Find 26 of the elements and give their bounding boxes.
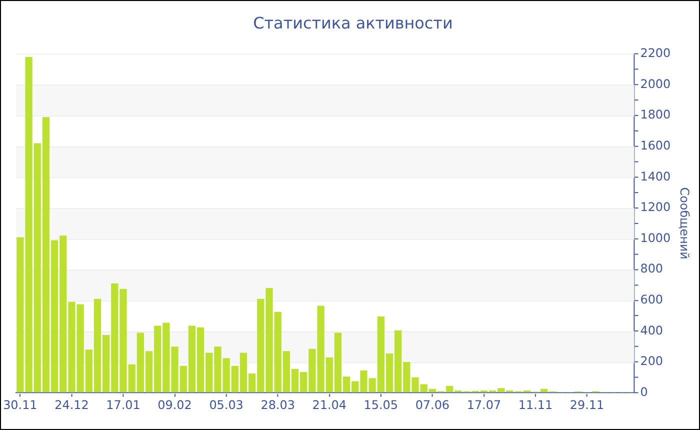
x-tick-label: 17.01	[106, 398, 140, 412]
y2-tick-label: 600	[640, 292, 664, 306]
y2-axis-title: Сообщений	[678, 187, 692, 260]
y2-tick-label: 400	[640, 323, 664, 338]
y2-tick-label: 800	[640, 262, 664, 276]
y2-tick-label: 2200	[640, 46, 671, 60]
x-tick-label: 30.11	[3, 398, 38, 412]
y2-tick-label: 1200	[640, 200, 671, 214]
x-tick-label: 05.03	[209, 398, 244, 412]
x-tick-label: 21.04	[312, 398, 346, 412]
x-tick-label: 09.02	[158, 398, 192, 412]
x-tick-label: 17.07	[466, 398, 502, 412]
x-tick-label: 11.11	[518, 398, 553, 412]
y2-tick-label: 0	[640, 384, 648, 399]
chart-title: Статистика активности	[253, 14, 453, 33]
x-tick-label: 28.03	[260, 398, 295, 412]
y2-tick-label: 1400	[640, 169, 671, 184]
x-tick-label: 24.12	[54, 398, 89, 412]
x-tick-label: 07.06	[415, 398, 450, 412]
x-tick-label: 29.11	[570, 398, 604, 412]
y2-tick-label: 1600	[640, 138, 671, 152]
y2-tick-label: 1800	[640, 108, 671, 122]
y2-tick-label: 2000	[640, 76, 671, 91]
x-tick-label: 15.05	[364, 398, 398, 412]
y2-tick-label: 200	[640, 354, 664, 368]
y2-tick-label: 1000	[640, 230, 671, 245]
